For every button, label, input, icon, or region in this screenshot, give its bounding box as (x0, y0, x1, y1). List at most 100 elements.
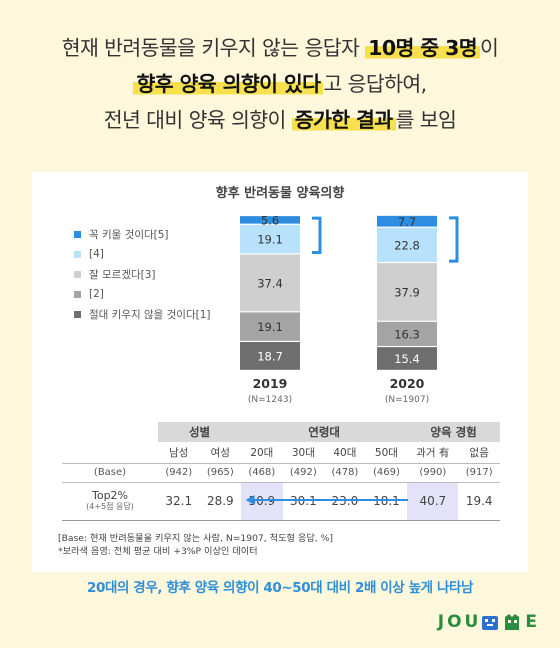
headline-text: 이 (480, 36, 499, 60)
bar-segment (240, 254, 300, 312)
bar-segment (240, 342, 300, 370)
top2-bracket (312, 216, 322, 254)
table-subheader: 여성 (199, 442, 242, 464)
headline-text: 현재 반려동물을 키우지 않는 응답자 (61, 36, 366, 60)
legend-swatch (74, 230, 81, 238)
bar-segment (377, 227, 437, 262)
bar-value-label: 37.4 (257, 276, 283, 290)
bar-segment (377, 321, 437, 346)
logo-mark-1 (482, 616, 499, 630)
table-subheader: 과거 有 (407, 442, 459, 464)
base-cell: (917) (458, 463, 500, 483)
bar-segment (240, 216, 300, 224)
base-cell: (468) (241, 463, 283, 483)
legend-item: 잘 모르겠다[3] (74, 264, 211, 284)
top2-label-sub: (4+5점 응답) (86, 502, 134, 511)
base-cell: (478) (324, 463, 366, 483)
bar-value-label: 18.7 (257, 350, 283, 364)
legend-label: [2] (89, 288, 104, 300)
legend-swatch (74, 250, 81, 258)
headline-highlight: 증가한 결과 (291, 108, 396, 132)
group-experience: 양육 경험 (407, 422, 500, 443)
table-group-row: 성별 연령대 양육 경험 (62, 422, 500, 443)
table-subheader: 40대 (324, 442, 366, 464)
legend-item: [4] (74, 244, 211, 264)
table-base-row: (Base) (942) (965) (468) (492) (478) (469) (99… (62, 463, 500, 483)
headline: 현재 반려동물을 키우지 않는 응답자 10명 중 3명 이 향후 양육 의향이 … (0, 30, 560, 138)
base-cell: (942) (158, 463, 200, 483)
table-corner (62, 422, 158, 443)
chart-legend: 꼭 키울 것이다[5] [4] 잘 모르겠다[3] [2] 절대 키우지 않을 것이다[… (74, 224, 211, 324)
legend-item: [2] (74, 284, 211, 304)
legend-label: 잘 모르겠다[3] (89, 268, 156, 281)
logo-text-right: E (525, 612, 540, 632)
headline-text: 고 응답하여, (323, 72, 427, 96)
top2-cell: 40.7 (407, 482, 459, 521)
chart-card: 향후 반려동물 양육의향 꼭 키울 것이다[5] [4] 잘 모르겠다[3] [2] 절… (32, 172, 528, 572)
table-subheader-blank (62, 442, 158, 464)
bar-value-label: 22.8 (394, 238, 420, 252)
headline-text: 전년 대비 양육 의향이 (103, 108, 292, 132)
group-age: 연령대 (241, 422, 408, 443)
bar-value-label: 7.7 (398, 215, 416, 229)
table-subheader: 남성 (158, 442, 200, 464)
logo-text-left: JOU (437, 612, 482, 632)
bar-segment (377, 263, 437, 321)
headline-line-2: 향후 양육 의향이 있다 고 응답하여, (0, 66, 560, 102)
top2-cell: 18.1 (365, 482, 408, 521)
base-cell: (965) (199, 463, 242, 483)
breakdown-table: 성별 연령대 양육 경험 남성 여성 20대 30대 40대 50대 과거 有 없음 (Bas… (62, 422, 500, 521)
top2-bracket (449, 216, 459, 263)
top2-cell: 50.9 (241, 482, 283, 521)
headline-line-3: 전년 대비 양육 의향이 증가한 결과 를 보임 (0, 102, 560, 138)
group-gender: 성별 (158, 422, 242, 443)
top2-cell: 19.4 (458, 482, 500, 521)
base-cell: (469) (365, 463, 408, 483)
table-top2-row: Top2% (4+5점 응답) 32.1 28.9 50.9 30.1 23.0 18.1… (62, 482, 500, 521)
base-label: (Base) (62, 463, 158, 483)
bar-segment (240, 312, 300, 341)
table-subheader: 없음 (458, 442, 500, 464)
legend-label: 꼭 키울 것이다[5] (89, 228, 169, 241)
bar-value-label: 15.4 (394, 352, 420, 366)
bar-segment (377, 215, 437, 227)
legend-item: 꼭 키울 것이다[5] (74, 224, 211, 244)
bar-value-label: 19.1 (257, 233, 283, 247)
table-subheader-row: 남성 여성 20대 30대 40대 50대 과거 有 없음 (62, 442, 500, 464)
category-label: 2019 (253, 376, 288, 391)
stacked-bar-chart: 18.7 19.1 37.4 19.1 5.6 2019 (N=1243) 15.4 16.3 3… (240, 213, 459, 405)
legend-swatch (74, 310, 81, 318)
logo-mark-2 (505, 614, 520, 630)
base-cell: (492) (282, 463, 325, 483)
top2-label-main: Top2% (91, 489, 128, 502)
chart-title: 향후 반려동물 양육의향 (215, 186, 345, 201)
legend-swatch (74, 270, 81, 278)
bar-value-label: 5.6 (261, 213, 279, 227)
bar-value-label: 16.3 (394, 327, 420, 341)
headline-line-1: 현재 반려동물을 키우지 않는 응답자 10명 중 3명 이 (0, 30, 560, 66)
joubebe-logo: JOU E (438, 612, 540, 632)
top2-cell: 23.0 (324, 482, 366, 521)
bar-value-label: 37.9 (394, 285, 420, 299)
summary-text: 20대의 경우, 향후 양육 의향이 40~50대 대비 2배 이상 높게 나타… (86, 580, 474, 596)
bar-value-label: 19.1 (257, 320, 283, 334)
legend-label: 절대 키우지 않을 것이다[1] (89, 308, 211, 321)
headline-highlight: 향후 양육 의향이 있다 (133, 72, 324, 96)
category-label: 2020 (390, 376, 425, 391)
top2-cell: 30.1 (282, 482, 325, 521)
table-subheader: 50대 (365, 442, 408, 464)
top2-cell: 32.1 (158, 482, 200, 521)
footnote-line-1: [Base: 현재 반려동물을 키우지 않는 사람, N=1907, 척도형 응… (58, 533, 333, 544)
footnote: [Base: 현재 반려동물을 키우지 않는 사람, N=1907, 척도형 응… (58, 532, 333, 558)
table-subheader: 20대 (241, 442, 283, 464)
footnote-line-2: *보라색 음영: 전체 평균 대비 +3%P 이상인 데이터 (58, 546, 258, 557)
top2-cell: 28.9 (199, 482, 242, 521)
category-note: (N=1907) (385, 395, 429, 405)
headline-text: 를 보임 (395, 108, 457, 132)
base-cell: (990) (407, 463, 459, 483)
headline-highlight: 10명 중 3명 (365, 36, 481, 60)
top2-label: Top2% (4+5점 응답) (62, 482, 158, 521)
category-note: (N=1243) (248, 395, 292, 405)
legend-label: [4] (89, 248, 104, 260)
bar-segment (377, 347, 437, 370)
